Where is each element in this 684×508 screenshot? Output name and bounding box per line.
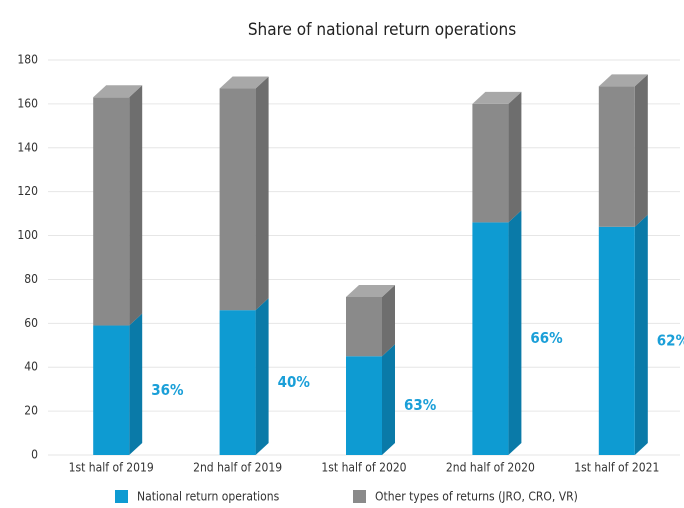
bar bbox=[346, 297, 382, 357]
share-label: 36% bbox=[151, 381, 184, 399]
bar-side bbox=[255, 298, 269, 455]
x-tick-label: 1st half of 2021 bbox=[574, 461, 659, 475]
share-label: 66% bbox=[530, 329, 563, 347]
bar bbox=[93, 325, 130, 455]
bar-side bbox=[634, 214, 648, 455]
bar-side bbox=[508, 91, 522, 223]
chart-title: Share of national return operations bbox=[248, 20, 516, 40]
y-tick-label: 80 bbox=[24, 272, 38, 286]
y-tick-label: 160 bbox=[17, 96, 38, 110]
x-tick-label: 1st half of 2019 bbox=[69, 461, 154, 475]
y-tick-label: 20 bbox=[24, 404, 38, 418]
legend-label: National return operations bbox=[137, 490, 280, 504]
bar-side bbox=[129, 313, 143, 455]
bar-side bbox=[382, 285, 395, 357]
bar-top bbox=[93, 85, 143, 98]
bar bbox=[346, 356, 382, 455]
y-tick-label: 100 bbox=[17, 228, 38, 242]
legend-swatch bbox=[115, 490, 128, 503]
bar bbox=[472, 222, 509, 455]
y-tick-label: 0 bbox=[31, 448, 38, 462]
bar bbox=[598, 226, 635, 455]
bar-side bbox=[508, 210, 522, 455]
bar-top bbox=[472, 91, 522, 104]
y-tick-label: 60 bbox=[24, 316, 38, 330]
bar-side bbox=[129, 85, 143, 326]
legend-swatch bbox=[353, 490, 366, 503]
bar bbox=[219, 310, 256, 455]
bar bbox=[598, 86, 635, 227]
bar-side bbox=[382, 344, 395, 455]
bar bbox=[472, 103, 509, 223]
share-label: 40% bbox=[278, 373, 311, 391]
y-tick-label: 140 bbox=[17, 140, 38, 154]
y-tick-label: 180 bbox=[17, 53, 38, 67]
y-tick-label: 120 bbox=[17, 184, 38, 198]
bar-side bbox=[255, 76, 269, 311]
bar-top bbox=[346, 285, 395, 297]
x-tick-label: 2nd half of 2019 bbox=[193, 461, 282, 475]
y-tick-label: 40 bbox=[24, 360, 38, 374]
share-label: 62% bbox=[657, 331, 684, 349]
legend-label: Other types of returns (JRO, CRO, VR) bbox=[375, 490, 578, 504]
x-tick-label: 1st half of 2020 bbox=[321, 461, 406, 475]
bar bbox=[219, 88, 256, 311]
bar-top bbox=[219, 76, 269, 89]
bar-side bbox=[634, 74, 648, 227]
bar-top bbox=[598, 74, 648, 87]
share-label: 63% bbox=[404, 396, 437, 414]
bar bbox=[93, 97, 130, 326]
x-tick-label: 2nd half of 2020 bbox=[446, 461, 535, 475]
